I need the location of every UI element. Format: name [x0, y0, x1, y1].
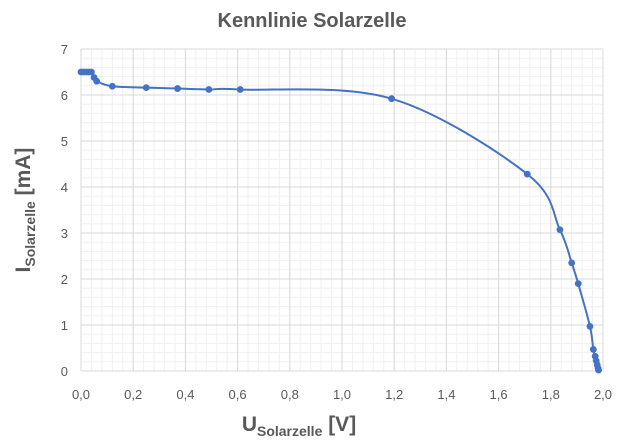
data-point — [236, 86, 244, 93]
data-point — [523, 170, 531, 178]
x-tick-label: 1,0 — [333, 387, 351, 402]
x-axis-tick-labels: 0,0 0,2 0,4 0,6 0,8 1,0 1,2 1,4 1,6 1,8 2,0 — [72, 387, 612, 402]
x-tick-label: 0,2 — [124, 387, 142, 402]
data-point — [93, 77, 101, 85]
x-axis-label: USolarzelle [V] — [242, 413, 356, 439]
x-tick-label: 0,0 — [72, 387, 90, 402]
y-tick-label: 2 — [61, 272, 68, 287]
data-point — [142, 84, 150, 92]
y-tick-label: 6 — [61, 88, 68, 103]
data-point — [568, 259, 576, 267]
y-tick-label: 4 — [61, 180, 68, 195]
y-tick-label: 7 — [61, 42, 68, 57]
y-tick-label: 0 — [61, 364, 68, 379]
x-tick-label: 1,6 — [490, 387, 508, 402]
x-tick-label: 0,8 — [281, 387, 299, 402]
data-point — [586, 322, 594, 330]
data-point — [589, 345, 597, 353]
y-tick-label: 1 — [61, 318, 68, 333]
x-tick-label: 1,4 — [437, 387, 455, 402]
x-tick-label: 0,4 — [176, 387, 194, 402]
y-axis-label-main: I — [12, 267, 35, 273]
data-point — [174, 85, 181, 92]
data-point — [108, 82, 116, 90]
data-point — [595, 366, 602, 374]
x-tick-label: 1,2 — [385, 387, 403, 402]
data-point — [88, 68, 95, 76]
major-gridlines — [80, 48, 604, 372]
data-point — [388, 95, 395, 103]
x-axis-label-unit: [V] — [322, 413, 356, 436]
y-tick-label: 5 — [61, 134, 68, 149]
y-axis-label-unit: [mA] — [12, 148, 35, 202]
data-point — [556, 226, 564, 234]
x-tick-label: 0,6 — [229, 387, 247, 402]
chart-title: Kennlinie Solarzelle — [218, 10, 407, 32]
x-axis-label-sub: Solarzelle — [257, 423, 323, 439]
data-point — [205, 86, 213, 93]
x-axis-label-main: U — [242, 413, 257, 436]
y-tick-label: 3 — [61, 226, 68, 241]
x-tick-label: 2,0 — [594, 387, 612, 402]
data-points — [77, 68, 602, 374]
y-axis-label: ISolarzelle [mA] — [12, 148, 38, 273]
y-axis-label-sub: Solarzelle — [22, 201, 38, 267]
y-axis-tick-labels: 0 1 2 3 4 5 6 7 — [61, 42, 68, 379]
data-point — [574, 280, 582, 287]
x-tick-label: 1,8 — [542, 387, 560, 402]
